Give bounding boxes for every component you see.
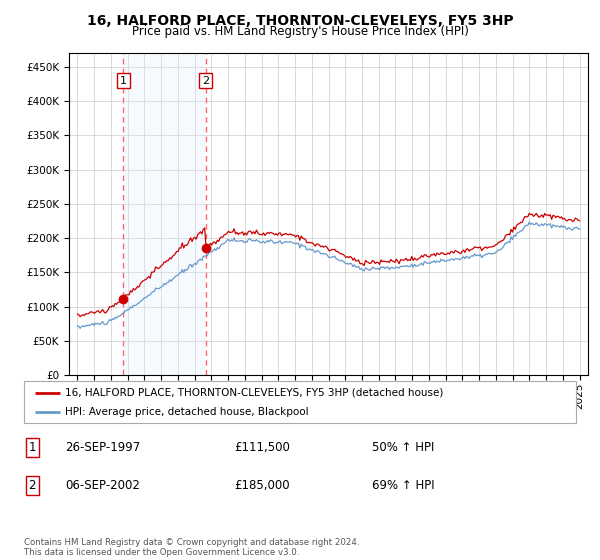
Text: 1: 1 — [120, 76, 127, 86]
Bar — [124, 53, 206, 375]
Text: 16, HALFORD PLACE, THORNTON-CLEVELEYS, FY5 3HP: 16, HALFORD PLACE, THORNTON-CLEVELEYS, F… — [86, 14, 514, 28]
Text: Price paid vs. HM Land Registry's House Price Index (HPI): Price paid vs. HM Land Registry's House … — [131, 25, 469, 38]
Text: £185,000: £185,000 — [234, 479, 289, 492]
Text: HPI: Average price, detached house, Blackpool: HPI: Average price, detached house, Blac… — [65, 407, 309, 417]
Text: 06-SEP-2002: 06-SEP-2002 — [65, 479, 140, 492]
Text: Contains HM Land Registry data © Crown copyright and database right 2024.
This d: Contains HM Land Registry data © Crown c… — [24, 538, 359, 557]
Text: 69% ↑ HPI: 69% ↑ HPI — [372, 479, 434, 492]
FancyBboxPatch shape — [24, 381, 576, 423]
Text: 26-SEP-1997: 26-SEP-1997 — [65, 441, 140, 454]
Text: 2: 2 — [202, 76, 209, 86]
Text: £111,500: £111,500 — [234, 441, 290, 454]
Text: 16, HALFORD PLACE, THORNTON-CLEVELEYS, FY5 3HP (detached house): 16, HALFORD PLACE, THORNTON-CLEVELEYS, F… — [65, 388, 444, 398]
Text: 2: 2 — [29, 479, 36, 492]
Text: 1: 1 — [29, 441, 36, 454]
Text: 50% ↑ HPI: 50% ↑ HPI — [372, 441, 434, 454]
